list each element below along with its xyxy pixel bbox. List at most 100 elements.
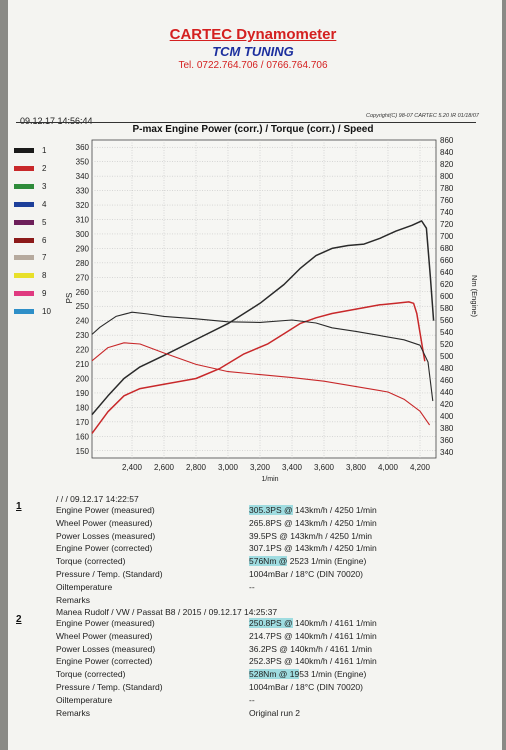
result-label: Engine Power (corrected) <box>56 656 153 667</box>
y-left-tick-label: 300 <box>76 230 90 239</box>
y-right-tick-label: 600 <box>440 292 454 301</box>
header-rule <box>16 122 476 124</box>
highlight-marker: 576Nm @ <box>249 556 288 567</box>
x-tick-label: 4,200 <box>410 463 431 472</box>
result-label: Engine Power (measured) <box>56 505 155 515</box>
legend-swatch <box>14 273 34 279</box>
legend-number: 6 <box>42 235 47 245</box>
y-left-tick-label: 270 <box>76 273 90 282</box>
x-tick-label: 2,400 <box>122 463 143 472</box>
result-row: Engine Power (corrected) 307.1PS @ 143km/… <box>56 543 496 555</box>
y-right-tick-label: 800 <box>440 172 454 181</box>
series-line-4 <box>91 342 431 426</box>
result-row: Power Losses (measured) 39.5PS @ 143km/h … <box>56 531 496 543</box>
result-label: Wheel Power (measured) <box>56 630 153 641</box>
result-value: 576Nm @ 2523 1/min (Engine) <box>249 556 367 567</box>
result-row: Engine Power (measured) 250.8PS @ 140km/h… <box>56 618 496 630</box>
result-label: Pressure / Temp. (Standard) <box>56 569 163 579</box>
highlight-marker: 528Nm @ 19 <box>249 669 300 680</box>
y-left-tick-label: 200 <box>76 375 90 384</box>
y-left-tick-label: 290 <box>76 244 90 253</box>
y-right-tick-label: 540 <box>440 328 454 337</box>
result-value: 250.8PS @ 140km/h / 4161 1/min <box>249 618 377 628</box>
result-value: 305.3PS @ 143km/h / 4250 1/min <box>249 505 377 515</box>
result-label: Pressure / Temp. (Standard) <box>56 682 163 692</box>
x-axis-label: 1/min <box>261 476 278 483</box>
result-value: -- <box>249 694 255 705</box>
y-right-tick-label: 580 <box>440 304 454 313</box>
y-left-tick-label: 350 <box>76 158 90 167</box>
y-right-tick-label: 420 <box>440 400 454 409</box>
copyright-note: Copyright(C) 98-07 CARTEC 5.20 IR 01/18/… <box>365 113 479 119</box>
y-right-tick-label: 660 <box>440 256 454 265</box>
print-timestamp: 09.12.17 14:56:44 <box>20 116 93 126</box>
y-right-tick-label: 440 <box>440 388 454 397</box>
y-right-tick-label: 780 <box>440 184 454 193</box>
y-left-tick-label: 340 <box>76 172 90 181</box>
legend-swatch <box>14 148 34 153</box>
y-right-tick-label: 340 <box>440 448 454 457</box>
series-line-1 <box>91 220 435 416</box>
legend-number: 4 <box>42 199 47 209</box>
x-tick-label: 3,400 <box>282 463 303 472</box>
result-label: Remarks <box>56 707 91 718</box>
y-left-tick-label: 190 <box>76 389 90 398</box>
legend-number: 7 <box>42 253 47 263</box>
legend-number: 2 <box>42 163 47 173</box>
result-value: 36.2PS @ 140km/h / 4161 1/min <box>249 643 372 654</box>
x-tick-label: 2,600 <box>154 463 175 472</box>
result-row: Engine Power (corrected) 252.3PS @ 140km/… <box>56 656 496 668</box>
result-row: Engine Power (measured) 305.3PS @ 143km/h… <box>56 505 496 517</box>
y-right-tick-label: 480 <box>440 364 454 373</box>
result-row: Remarks Original run 2 <box>56 708 496 720</box>
result-value: 265.8PS @ 143km/h / 4250 1/min <box>249 517 377 528</box>
legend-number: 10 <box>42 307 51 317</box>
run-number: 1 <box>16 501 22 512</box>
y-right-tick-label: 620 <box>440 280 454 289</box>
legend-swatch <box>14 237 34 243</box>
result-value: 252.3PS @ 140km/h / 4161 1/min <box>249 656 377 667</box>
y-left-tick-label: 180 <box>76 403 90 412</box>
x-tick-label: 3,800 <box>346 463 367 472</box>
series-line-2 <box>91 301 426 434</box>
result-value: 307.1PS @ 143km/h / 4250 1/min <box>249 543 377 554</box>
result-label: Power Losses (measured) <box>56 530 156 541</box>
result-label: Torque (corrected) <box>56 556 126 567</box>
plot-area <box>91 139 437 459</box>
y-left-tick-label: 210 <box>76 360 90 369</box>
dyno-chart: 2,400 2,600 2,800 3,000 3,200 3,400 3,600 3,800… <box>65 136 479 483</box>
result-row: Torque (corrected) 528Nm @ 1953 1/min (En… <box>56 669 496 681</box>
x-tick-label: 4,000 <box>378 463 399 472</box>
legend-number: 5 <box>42 217 47 227</box>
x-tick-label: 3,600 <box>314 463 335 472</box>
y-left-tick-label: 310 <box>76 216 90 225</box>
y-right-tick-label: 560 <box>440 316 454 325</box>
y-left-tick-label: 250 <box>76 302 90 311</box>
y-right-tick-label: 700 <box>440 232 454 241</box>
series-line-3 <box>91 311 434 402</box>
y-left-tick-label: 260 <box>76 288 90 297</box>
result-label: Wheel Power (measured) <box>56 517 153 528</box>
y-left-axis-label: PS <box>65 293 74 304</box>
y-right-tick-label: 760 <box>440 196 454 205</box>
y-right-tick-label: 460 <box>440 376 454 385</box>
result-value: -- <box>249 581 255 592</box>
run-number: 2 <box>16 614 22 625</box>
y-right-tick-label: 860 <box>440 136 454 145</box>
legend-swatch <box>14 255 34 261</box>
chart-title: P-max Engine Power (corr.) / Torque (cor… <box>132 124 374 135</box>
y-left-tick-label: 230 <box>76 331 90 340</box>
y-right-tick-label: 500 <box>440 352 454 361</box>
y-left-tick-label: 240 <box>76 317 90 326</box>
result-row: Wheel Power (measured) 265.8PS @ 143km/h … <box>56 518 496 530</box>
legend-swatch <box>14 291 34 297</box>
y-right-axis-label: Nm (Engine) <box>470 275 479 318</box>
y-left-tick-label: 170 <box>76 418 90 427</box>
result-value: 1004mBar / 18°C (DIN 70020) <box>249 682 363 692</box>
highlight-marker: 305.3PS @ <box>249 505 293 515</box>
phone-line: Tel. 0722.764.706 / 0766.764.706 <box>178 60 328 71</box>
legend-number: 8 <box>42 271 47 281</box>
y-left-tick-label: 160 <box>76 432 90 441</box>
legend-swatch <box>14 165 34 171</box>
run-header: / / / 09.12.17 14:22:57 <box>56 494 139 504</box>
